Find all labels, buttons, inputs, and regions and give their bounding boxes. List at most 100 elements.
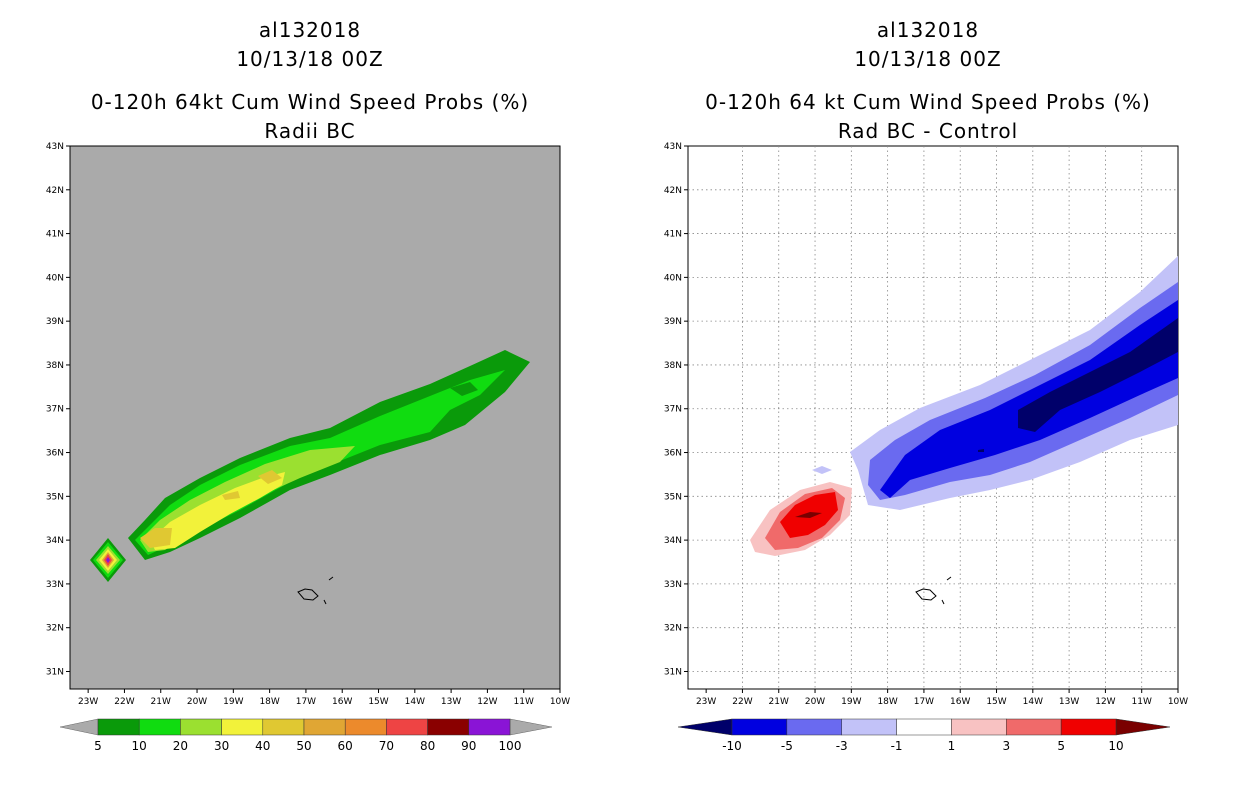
left-y-tick-label: 42N (46, 186, 64, 196)
right-y-tick-label: 34N (664, 536, 682, 546)
right-x-tick-label: 23W (696, 697, 716, 707)
left-colorbar-left-arrow (59, 718, 99, 736)
left-probability-contours (90, 350, 530, 582)
right-coastline (915, 576, 952, 605)
left-x-tick-label: 18W (259, 697, 279, 707)
left-coastline (297, 576, 334, 605)
left-colorbar-cell (180, 718, 222, 736)
right-colorbar-label: 1 (948, 739, 956, 753)
left-y-tick-label: 34N (46, 536, 64, 546)
right-colorbar-labels: -10 -5 -3 -1 1 3 5 10 (722, 739, 1123, 753)
right-colorbar-cell (1006, 718, 1062, 736)
right-y-tick-label: 32N (664, 624, 682, 634)
right-x-tick-label: 11W (1132, 697, 1152, 707)
right-colorbar-label: 10 (1108, 739, 1123, 753)
right-colorbar-cell (731, 718, 788, 736)
right-y-tick-label: 35N (664, 492, 682, 502)
right-title-subtitle: Rad BC - Control (837, 119, 1019, 143)
left-y-tick-label: 37N (46, 405, 64, 415)
right-x-tick-label: 20W (805, 697, 825, 707)
right-contour-dot (978, 449, 984, 452)
right-contour-small-blue (812, 466, 832, 474)
left-diamond-90 (106, 557, 110, 563)
left-colorbar-cell (344, 718, 387, 736)
right-x-tick-label: 13W (1059, 697, 1079, 707)
right-y-tick-label: 40N (664, 273, 682, 283)
left-x-tick-label: 15W (368, 697, 388, 707)
left-x-tick-label: 11W (514, 697, 534, 707)
left-y-ticks: 31N 32N 33N 34N 35N 36N 37N 38N 39N 40N 41N 42N 43N (46, 142, 70, 677)
right-contour-neg1 (850, 256, 1178, 510)
right-title-product: 0-120h 64 kt Cum Wind Speed Probs (%) (705, 90, 1151, 114)
left-y-tick-label: 40N (46, 273, 64, 283)
left-x-tick-label: 13W (441, 697, 461, 707)
left-colorbar-cell (97, 718, 140, 736)
left-title-product: 0-120h 64kt Cum Wind Speed Probs (%) (90, 90, 530, 114)
left-colorbar-right-arrow (509, 718, 553, 736)
left-y-tick-label: 41N (46, 230, 64, 240)
left-contour-40 (140, 528, 172, 548)
left-x-tick-label: 10W (550, 697, 570, 707)
right-contour-neg5 (880, 300, 1178, 498)
left-x-tick-label: 16W (332, 697, 352, 707)
left-x-tick-label: 23W (78, 697, 98, 707)
left-colorbar-label: 10 (132, 739, 147, 753)
left-colorbar: 5 10 20 30 40 50 60 70 80 90 100 (59, 718, 553, 753)
left-y-tick-label: 32N (46, 624, 64, 634)
left-x-tick-label: 19W (223, 697, 243, 707)
left-colorbar-label: 30 (214, 739, 229, 753)
right-colorbar-label: 3 (1002, 739, 1010, 753)
right-colorbar-cell (1060, 718, 1117, 736)
right-contour-pos3 (765, 488, 845, 550)
left-colorbar-cell (386, 718, 428, 736)
left-colorbar-cell (138, 718, 181, 736)
right-x-tick-label: 21W (769, 697, 789, 707)
right-title-storm-id: al132018 (876, 18, 980, 42)
left-contour-40b (258, 470, 282, 484)
left-colorbar-label: 5 (94, 739, 102, 753)
left-colorbar-cell (262, 718, 305, 736)
right-map-background (687, 145, 1179, 690)
right-x-tick-label: 15W (986, 697, 1006, 707)
left-colorbar-label: 70 (379, 739, 394, 753)
right-colorbar-cell (951, 718, 1007, 736)
right-y-tick-label: 31N (664, 667, 682, 677)
left-colorbar-label: 80 (420, 739, 435, 753)
right-colorbar-label: -10 (722, 739, 742, 753)
left-colorbar-cell (221, 718, 264, 736)
left-title-storm-id: al132018 (258, 18, 362, 42)
right-colorbar-cell (896, 718, 952, 736)
right-x-tick-label: 12W (1095, 697, 1115, 707)
left-colorbar-label: 100 (499, 739, 522, 753)
left-colorbar-label: 60 (338, 739, 353, 753)
right-colorbar-label: -5 (781, 739, 793, 753)
right-x-tick-label: 16W (950, 697, 970, 707)
right-contour-neg3 (868, 282, 1178, 500)
left-colorbar-cells (97, 718, 511, 736)
right-colorbar-right-arrow (1115, 718, 1171, 736)
left-colorbar-label: 20 (173, 739, 188, 753)
right-colorbar-cell (841, 718, 897, 736)
right-y-tick-label: 42N (664, 186, 682, 196)
right-x-ticks: 23W 22W 21W 20W 19W 18W 17W 16W 15W 14W 13W 12W 11W 1… (696, 689, 1188, 707)
right-colorbar-cells (731, 718, 1117, 736)
right-y-tick-label: 33N (664, 580, 682, 590)
right-contour-pos5 (780, 492, 838, 538)
left-colorbar-cell (468, 718, 511, 736)
left-colorbar-label: 90 (461, 739, 476, 753)
left-colorbar-labels: 5 10 20 30 40 50 60 70 80 90 100 (94, 739, 521, 753)
left-x-tick-label: 12W (477, 697, 497, 707)
right-y-tick-label: 36N (664, 449, 682, 459)
left-colorbar-label: 40 (255, 739, 270, 753)
right-y-tick-label: 37N (664, 405, 682, 415)
right-x-tick-label: 10W (1168, 697, 1188, 707)
right-colorbar: -10 -5 -3 -1 1 3 5 10 (677, 718, 1171, 753)
left-title-subtitle: Radii BC (264, 119, 356, 143)
left-y-tick-label: 33N (46, 580, 64, 590)
left-x-tick-label: 17W (296, 697, 316, 707)
right-x-tick-label: 19W (841, 697, 861, 707)
left-colorbar-cell (427, 718, 470, 736)
right-x-tick-label: 18W (877, 697, 897, 707)
right-colorbar-label: -3 (836, 739, 848, 753)
right-y-tick-label: 38N (664, 361, 682, 371)
